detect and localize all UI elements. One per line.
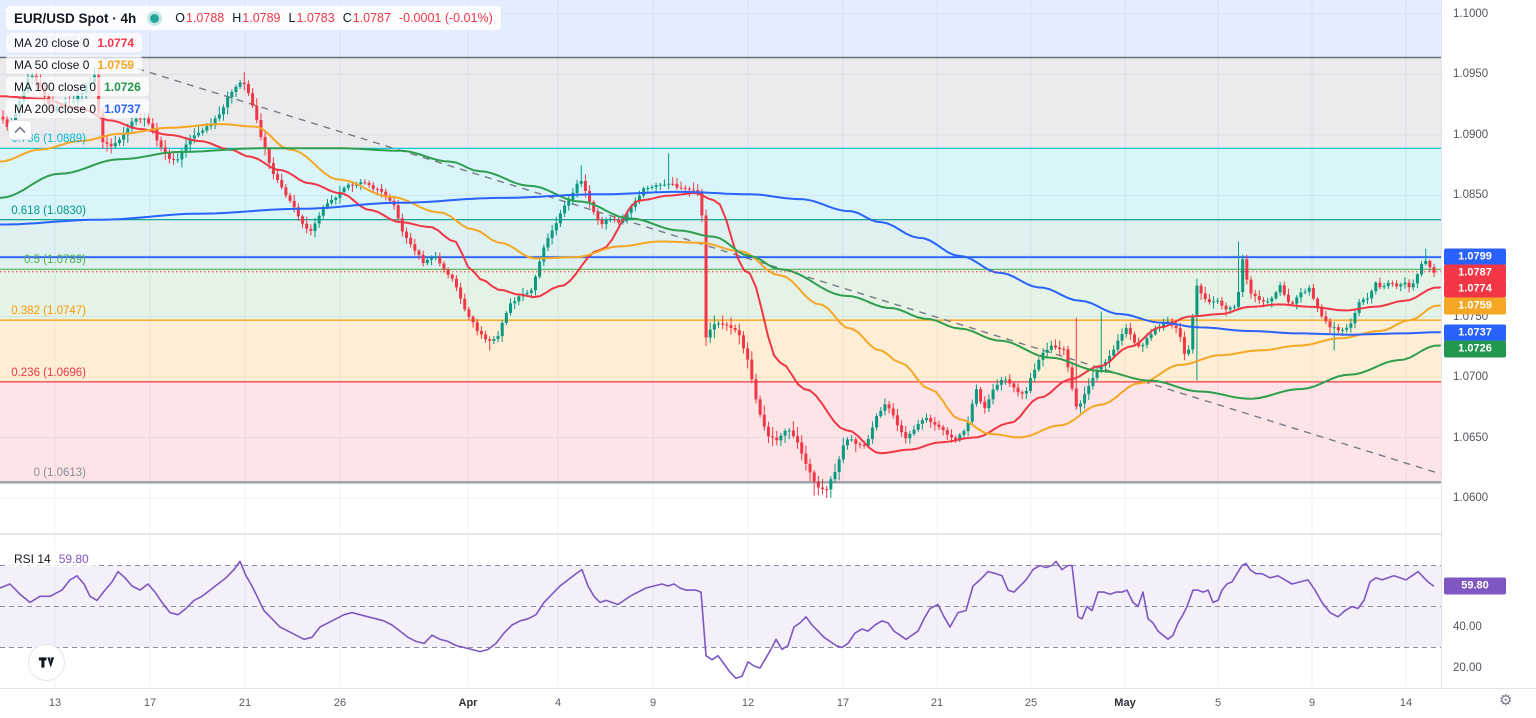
ma-20-legend-row[interactable]: MA 20 close 0 1.0774 — [6, 33, 143, 52]
price-badge-1.0737: 1.0737 — [1444, 324, 1506, 342]
time-tick-21: 21 — [238, 697, 252, 709]
symbol-title: EUR/USD Spot · 4h — [14, 10, 137, 26]
price-axis-label: 1.0950 — [1453, 68, 1489, 80]
high-label: H — [232, 11, 242, 25]
legend: EUR/USD Spot · 4h O 1.0788 H 1.0789 L 1.078… — [6, 6, 501, 118]
time-tick-26: 26 — [333, 697, 347, 709]
symbol-legend-row[interactable]: EUR/USD Spot · 4h O 1.0788 H 1.0789 L 1.078… — [6, 6, 501, 30]
price-axis-label: 1.0600 — [1453, 492, 1489, 504]
tradingview-logo[interactable] — [28, 644, 65, 681]
change-value: -0.0001 (-0.01%) — [398, 11, 493, 25]
ma-line-ma50 — [0, 123, 1441, 439]
time-tick-14: 14 — [1399, 697, 1413, 709]
time-tick-21: 21 — [930, 697, 944, 709]
price-pane — [0, 0, 1441, 533]
ma-50-value: 1.0759 — [97, 57, 135, 72]
time-tick-5: 5 — [1214, 697, 1222, 709]
close-value: 1.0787 — [352, 11, 391, 25]
ma-200-label: MA 200 close 0 — [14, 101, 97, 116]
open-label: O — [175, 11, 185, 25]
time-tick-May: May — [1114, 697, 1136, 709]
ma-100-legend-row[interactable]: MA 100 close 0 1.0726 — [6, 77, 149, 96]
price-axis-label: 1.0700 — [1453, 371, 1489, 383]
time-tick-9: 9 — [649, 697, 657, 709]
time-tick-17: 17 — [143, 697, 157, 709]
fib-level-0.382-label: 0.382 (1.0747) — [11, 305, 86, 318]
price-badge-1.0726: 1.0726 — [1444, 340, 1506, 358]
close-label: C — [342, 11, 352, 25]
ma-100-label: MA 100 close 0 — [14, 79, 97, 94]
ma-line-ma100 — [0, 147, 1441, 400]
market-status-dot-icon — [150, 13, 160, 23]
price-axis-label: 1.0850 — [1453, 189, 1489, 201]
ma-line-ma20 — [0, 95, 1441, 455]
time-tick-13: 13 — [48, 697, 62, 709]
rsi-axis-label: 20.00 — [1453, 662, 1482, 674]
ma-200-value: 1.0737 — [104, 101, 141, 116]
price-badge-1.0799: 1.0799 — [1444, 248, 1506, 266]
price-axis-label: 1.0650 — [1453, 432, 1489, 444]
ma-100-value: 1.0726 — [104, 79, 141, 94]
rsi-badge: 59.80 — [1444, 577, 1506, 595]
open-value: 1.0788 — [186, 11, 225, 25]
chart-plot-area[interactable] — [0, 0, 1441, 688]
ma-20-value: 1.0774 — [97, 35, 135, 50]
rsi-value: 59.80 — [58, 552, 89, 566]
rsi-line — [0, 560, 1435, 680]
low-label: L — [288, 11, 296, 25]
gear-icon[interactable]: ⚙ — [1499, 692, 1513, 709]
price-badge-1.0759: 1.0759 — [1444, 297, 1506, 315]
ma-50-label: MA 50 close 0 — [14, 57, 90, 72]
rsi-axis-label: 40.00 — [1453, 621, 1482, 633]
fib-level-0.618-label: 0.618 (1.0830) — [11, 204, 86, 217]
time-tick-12: 12 — [741, 697, 755, 709]
low-value: 1.0783 — [296, 11, 335, 25]
time-tick-17: 17 — [836, 697, 850, 709]
price-badge-1.0774: 1.0774 — [1444, 280, 1506, 298]
rsi-pane — [0, 535, 1441, 687]
fib-level-0.5-label: 0.5 (1.0789) — [23, 254, 86, 267]
ma-line-ma200 — [0, 190, 1441, 336]
chevron-up-icon — [14, 126, 26, 133]
fib-level-0-label: 0 (1.0613) — [33, 467, 86, 480]
fib-level-0.236-label: 0.236 (1.0696) — [11, 366, 86, 379]
legend-collapse-button[interactable] — [8, 120, 32, 140]
high-value: 1.0789 — [242, 11, 281, 25]
rsi-legend-row[interactable]: RSI 14 59.80 — [8, 551, 95, 567]
ma-200-legend-row[interactable]: MA 200 close 0 1.0737 — [6, 99, 149, 118]
rsi-label: RSI 14 — [14, 552, 51, 566]
time-tick-25: 25 — [1024, 697, 1038, 709]
time-tick-4: 4 — [554, 697, 562, 709]
tradingview-logo-icon — [38, 657, 55, 668]
time-axis[interactable]: 13 17 21 26 Apr 4 9 12 17 21 25 May 5 9 14 — [0, 688, 1536, 718]
price-badge-1.0787: 1.0787 — [1444, 264, 1506, 281]
ma-50-legend-row[interactable]: MA 50 close 0 1.0759 — [6, 55, 143, 74]
price-axis[interactable]: 1.1000 1.0950 1.0900 1.0850 1.0750 1.0700 1.06… — [1441, 0, 1536, 688]
time-tick-Apr: Apr — [458, 697, 478, 709]
price-axis-label: 1.1000 — [1453, 8, 1489, 20]
ohlc-values: O 1.0788 H 1.0789 L 1.0783 C 1.0787 -0.0001 … — [167, 11, 493, 25]
time-tick-9: 9 — [1308, 697, 1316, 709]
price-axis-label: 1.0900 — [1453, 129, 1489, 141]
price-rsi-chart-svg[interactable] — [0, 0, 1441, 688]
ma-20-label: MA 20 close 0 — [14, 35, 90, 50]
